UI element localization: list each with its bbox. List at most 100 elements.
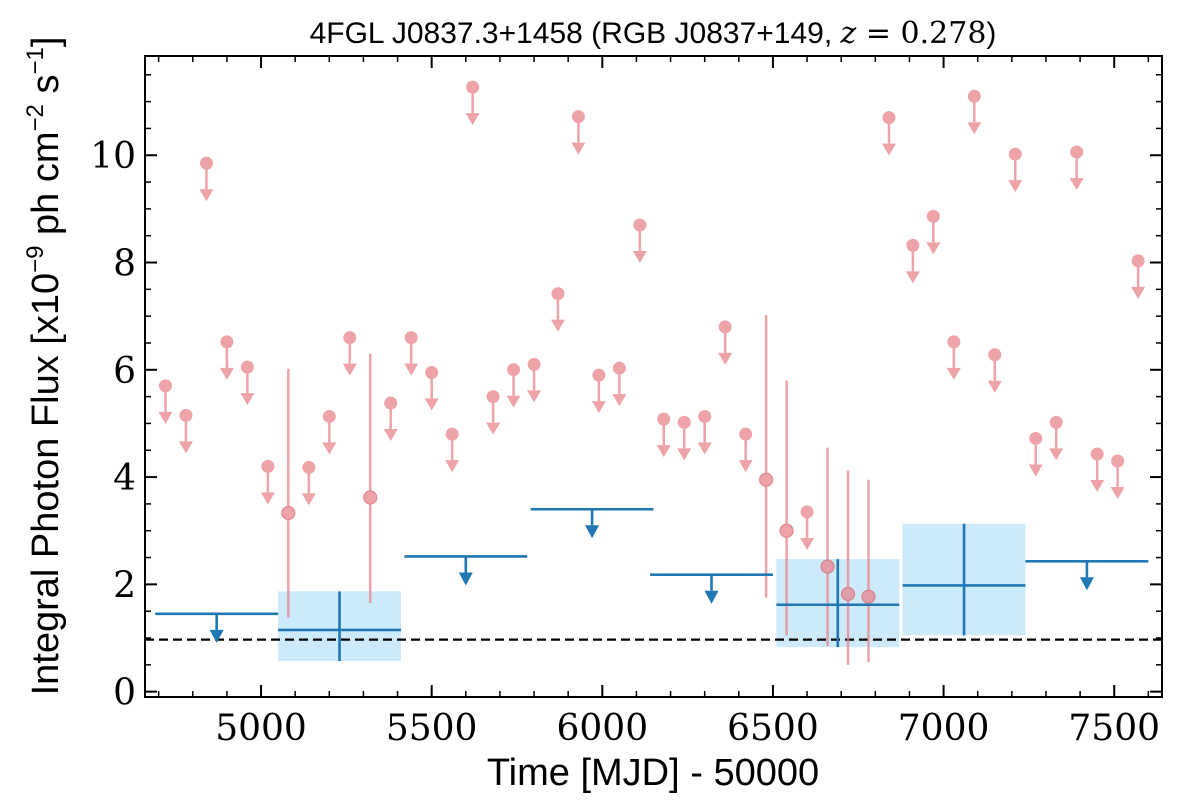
short-bin-series [158,80,1146,665]
short-bin-detection [820,447,835,647]
upper-limit-arrowhead [383,429,398,442]
upper-limit-arrowhead [158,411,173,424]
upper-limit-arrowhead [260,492,275,505]
upper-limit-arrowhead [1090,480,1105,493]
upper-limit-marker [527,357,541,371]
upper-limit-marker [612,361,626,375]
upper-limit-arrowhead [632,250,647,263]
long-bin-arrowhead [209,629,224,643]
short-bin-upper-limit [905,238,920,284]
detection-marker [779,523,794,538]
upper-limit-marker [1008,147,1022,161]
short-bin-upper-limit [571,110,586,155]
short-bin-upper-limit [342,331,357,376]
x-tick-label: 5500 [386,708,478,749]
upper-limit-arrowhead [738,460,753,473]
long-bin-detection [776,559,900,648]
y-tick-label: 2 [113,565,136,606]
short-bin-upper-limit [1028,431,1043,477]
upper-limit-marker [179,408,193,422]
short-bin-upper-limit [178,408,193,454]
x-axis-label: Time [MJD] - 50000 [487,752,819,794]
upper-limit-arrowhead [301,493,316,506]
short-bin-upper-limit [718,320,733,365]
x-tick-label: 6000 [556,708,648,749]
detection-marker [820,559,835,574]
upper-limit-marker [1049,415,1063,429]
upper-limit-arrowhead [178,441,193,454]
x-tick-label: 7500 [1068,708,1160,749]
short-bin-upper-limit [424,365,439,411]
short-bin-detection [759,315,774,598]
upper-limit-marker [384,396,398,410]
y-tick-label: 8 [113,244,136,285]
upper-limit-marker [1131,254,1145,268]
upper-limit-marker [302,460,316,474]
detection-marker [840,586,856,602]
short-bin-upper-limit [800,505,815,550]
short-bin-upper-limit [527,357,542,403]
upper-limit-marker [1111,454,1125,468]
upper-limit-marker [571,110,585,124]
long-bin-upper-limit [650,573,773,604]
short-bin-upper-limit [881,111,896,156]
upper-limit-marker [507,363,521,377]
upper-limit-arrowhead [926,242,941,255]
short-bin-upper-limit [219,335,234,380]
upper-limit-arrowhead [967,122,982,135]
short-bin-upper-limit [404,331,419,376]
upper-limit-arrowhead [656,445,671,458]
short-bin-detection [861,479,876,663]
short-bin-detection [779,380,794,636]
upper-limit-marker [158,379,172,393]
long-bin-arrowhead [704,590,719,604]
short-bin-upper-limit [301,460,316,506]
upper-limit-arrowhead [881,143,896,156]
short-bin-detection [363,353,378,604]
short-bin-upper-limit [738,427,753,473]
short-bin-upper-limit [697,409,712,455]
upper-limit-marker [906,238,920,252]
detection-marker [363,490,378,505]
tick-labels: 5000 5500 6000 6500 7000 7500 0 2 4 6 8 10 [90,136,1160,749]
short-bin-upper-limit [506,363,521,408]
short-bin-upper-limit [677,415,692,461]
upper-limit-marker [657,412,671,426]
short-bin-upper-limit [550,287,565,332]
upper-limit-arrowhead [342,363,357,376]
upper-limit-arrowhead [486,422,501,435]
y-tick-label: 4 [113,458,136,499]
short-bin-upper-limit [240,360,255,406]
upper-limit-marker [425,365,439,379]
y-axis-label: Integral Photon Flux [x10−9 ph cm−2 s−1] [22,37,67,696]
short-bin-upper-limit [158,379,173,424]
upper-limit-marker [404,331,418,345]
upper-limit-marker [988,348,1002,362]
upper-limit-arrowhead [527,390,542,403]
upper-limit-marker [800,505,814,519]
y-tick-label: 0 [113,673,136,714]
short-bin-upper-limit [383,396,398,442]
short-bin-detection [281,368,296,618]
upper-limit-marker [967,89,981,103]
short-bin-upper-limit [656,412,671,458]
upper-limit-marker [739,427,753,441]
detection-marker [759,472,774,487]
upper-limit-marker [677,415,691,429]
short-bin-detection [840,470,856,665]
y-tick-label: 10 [90,136,136,177]
upper-limit-marker [633,218,647,232]
short-bin-upper-limit [591,368,606,414]
short-bin-upper-limit [260,459,275,505]
upper-limit-arrowhead [1028,464,1043,477]
x-tick-label: 6500 [727,708,819,749]
upper-limit-arrowhead [1069,178,1084,191]
upper-limit-arrowhead [240,393,255,406]
upper-limit-arrowhead [1049,448,1064,461]
upper-limit-arrowhead [424,398,439,411]
upper-limit-arrowhead [219,367,234,380]
long-bin-upper-limit [1025,559,1149,591]
upper-limit-arrowhead [404,363,419,376]
upper-limit-marker [926,209,940,223]
